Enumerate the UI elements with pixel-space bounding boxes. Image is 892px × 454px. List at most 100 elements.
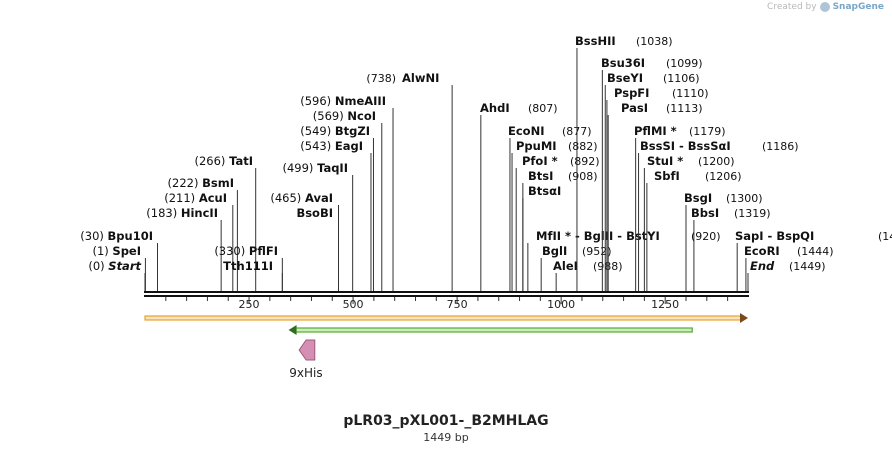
site-name: MfII * - BglII - BstYI [536,229,660,243]
axis-tick-label-750: 750 [447,298,468,311]
site-number: (1110) [672,87,709,100]
site-number: (1106) [663,72,700,85]
site-name: AlwNI [402,71,439,85]
axis-tick-label-1000: 1000 [547,298,575,311]
plasmid-length: 1449 bp [423,431,469,444]
green-feature-bar [293,327,693,333]
site-label: (465) AvaI [270,191,333,205]
site-number: (549) [300,124,335,138]
site-name: BssSI - BssSαI [640,139,731,153]
backbone-feature-bar [144,315,743,321]
site-label: (222) BsmI [168,176,234,190]
site-number: (920) [691,230,721,243]
site-name: PflMI * [634,124,677,138]
site-name: SbfI [654,169,680,183]
site-number: (1) [92,244,112,258]
site-name: PflFI [249,244,278,258]
site-number: (1206) [705,170,742,183]
site-number: (807) [528,102,558,115]
site-number: (1113) [666,102,703,115]
site-name: EcoRI [744,244,780,258]
plasmid-title: pLR03_pXL001-_B2MHLAG [343,413,549,429]
site-number: (1300) [726,192,763,205]
site-number: (952) [582,245,612,258]
site-number: (330) [214,244,249,258]
site-name: StuI * [647,154,683,168]
site-number: (1179) [689,125,726,138]
site-name: Bsu36I [601,56,645,70]
backbone-feature-arrow [740,313,748,323]
site-name: BtgZI [335,124,370,138]
site-name: End [750,259,775,273]
site-label: (266) TatI [195,154,254,168]
site-label: (183) HincII [146,206,218,220]
site-number: (892) [570,155,600,168]
site-number: (266) [195,154,230,168]
backbone-bottom-strand [144,295,749,297]
site-name: AleI [553,259,578,273]
site-label: (1) SpeI [92,244,141,258]
site-number: (183) [146,206,181,220]
site-number: (1200) [698,155,735,168]
site-name: BtsαI [528,184,561,198]
site-name: TaqII [317,161,348,175]
his-tag-feature [298,339,316,361]
site-label: (549) BtgZI [300,124,370,138]
backbone-top-strand [144,291,749,293]
site-number: (1099) [666,57,703,70]
site-name: AhdI [480,101,510,115]
site-number: (882) [568,140,598,153]
site-name: BsgI [684,191,712,205]
site-name: Start [108,259,141,273]
site-number: (738) [366,72,396,85]
site-name: BglI [542,244,567,258]
site-name: EcoNI [508,124,544,138]
snapgene-credit: Created by SnapGene [767,2,884,12]
site-number: (569) [313,109,348,123]
site-label: (543) EagI [300,139,363,153]
green-feature-arrow [288,325,297,335]
site-name: PasI [621,101,648,115]
site-number: (908) [568,170,598,183]
site-number: (596) [300,94,335,108]
site-number: (0) [88,259,108,273]
axis-tick-label-500: 500 [343,298,364,311]
site-number: (465) [270,191,305,205]
axis-tick-label-250: 250 [239,298,260,311]
site-number: (1186) [762,140,799,153]
site-label: Tth111I [223,259,273,273]
site-number: (30) [80,229,107,243]
site-number: (1319) [734,207,771,220]
snapgene-logo-icon [819,2,830,12]
site-name: BsoBI [296,206,333,220]
site-name: TatI [229,154,253,168]
site-label: (0) Start [88,259,141,273]
site-name: HincII [181,206,218,220]
site-number: (1423) [878,230,892,243]
site-label: (499) TaqII [282,161,348,175]
site-name: EagI [335,139,363,153]
site-number: (222) [168,176,203,190]
site-name: SpeI [112,244,141,258]
site-name: AcuI [199,191,227,205]
site-name: Tth111I [223,259,273,273]
site-number: (1449) [789,260,826,273]
site-label: (30) Bpu10I [80,229,153,243]
site-number: (543) [300,139,335,153]
site-label: (569) NcoI [313,109,376,123]
his-tag-label: 9xHis [289,366,322,380]
site-number: (211) [164,191,199,205]
axis-tick-label-1250: 1250 [651,298,679,311]
site-name: NmeAIII [335,94,386,108]
site-name: Bpu10I [108,229,153,243]
site-label: (596) NmeAIII [300,94,386,108]
site-label: BsoBI [296,206,333,220]
site-name: PpuMI [516,139,557,153]
site-number: (1444) [797,245,834,258]
site-label: (211) AcuI [164,191,227,205]
site-name: BssHII [575,34,616,48]
site-name: SapI - BspQI [735,229,814,243]
site-name: BseYI [607,71,643,85]
site-name: PfoI * [522,154,558,168]
